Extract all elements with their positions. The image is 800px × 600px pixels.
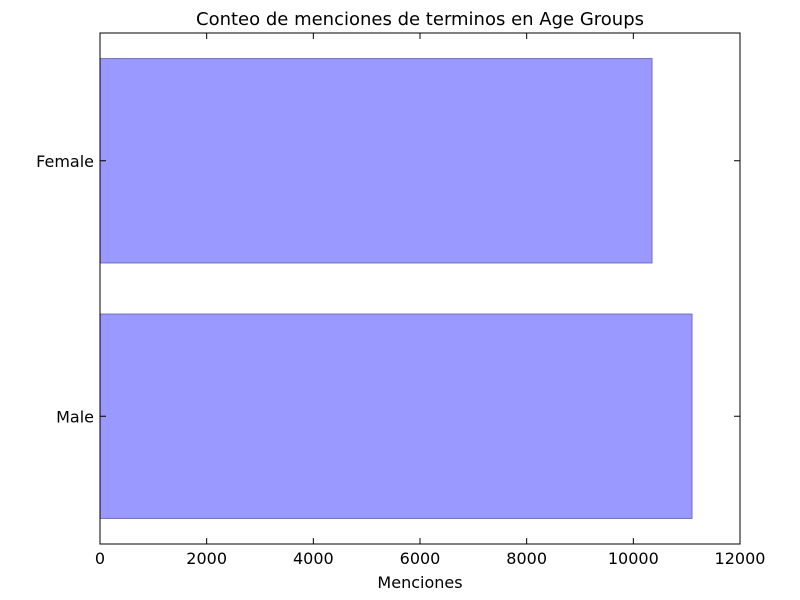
bars-layer <box>99 58 693 519</box>
bar-male <box>99 313 693 519</box>
x-tick-label-10000: 10000 <box>608 549 659 568</box>
x-tick-label-0: 0 <box>95 549 105 568</box>
chart-title: Conteo de menciones de terminos en Age G… <box>196 9 644 30</box>
x-tick-label-4000: 4000 <box>293 549 334 568</box>
y-tick-label-male: Male <box>56 407 94 426</box>
x-tick-label-6000: 6000 <box>400 549 441 568</box>
bar-female <box>99 58 653 264</box>
x-tick-label-2000: 2000 <box>186 549 227 568</box>
y-tick-label-female: Female <box>36 152 94 171</box>
ticks-layer: Female Male 0 2000 4000 6000 8000 10000 12000 <box>36 33 765 568</box>
x-tick-label-8000: 8000 <box>506 549 547 568</box>
x-tick-label-12000: 12000 <box>715 549 766 568</box>
x-axis-label: Menciones <box>377 573 462 592</box>
